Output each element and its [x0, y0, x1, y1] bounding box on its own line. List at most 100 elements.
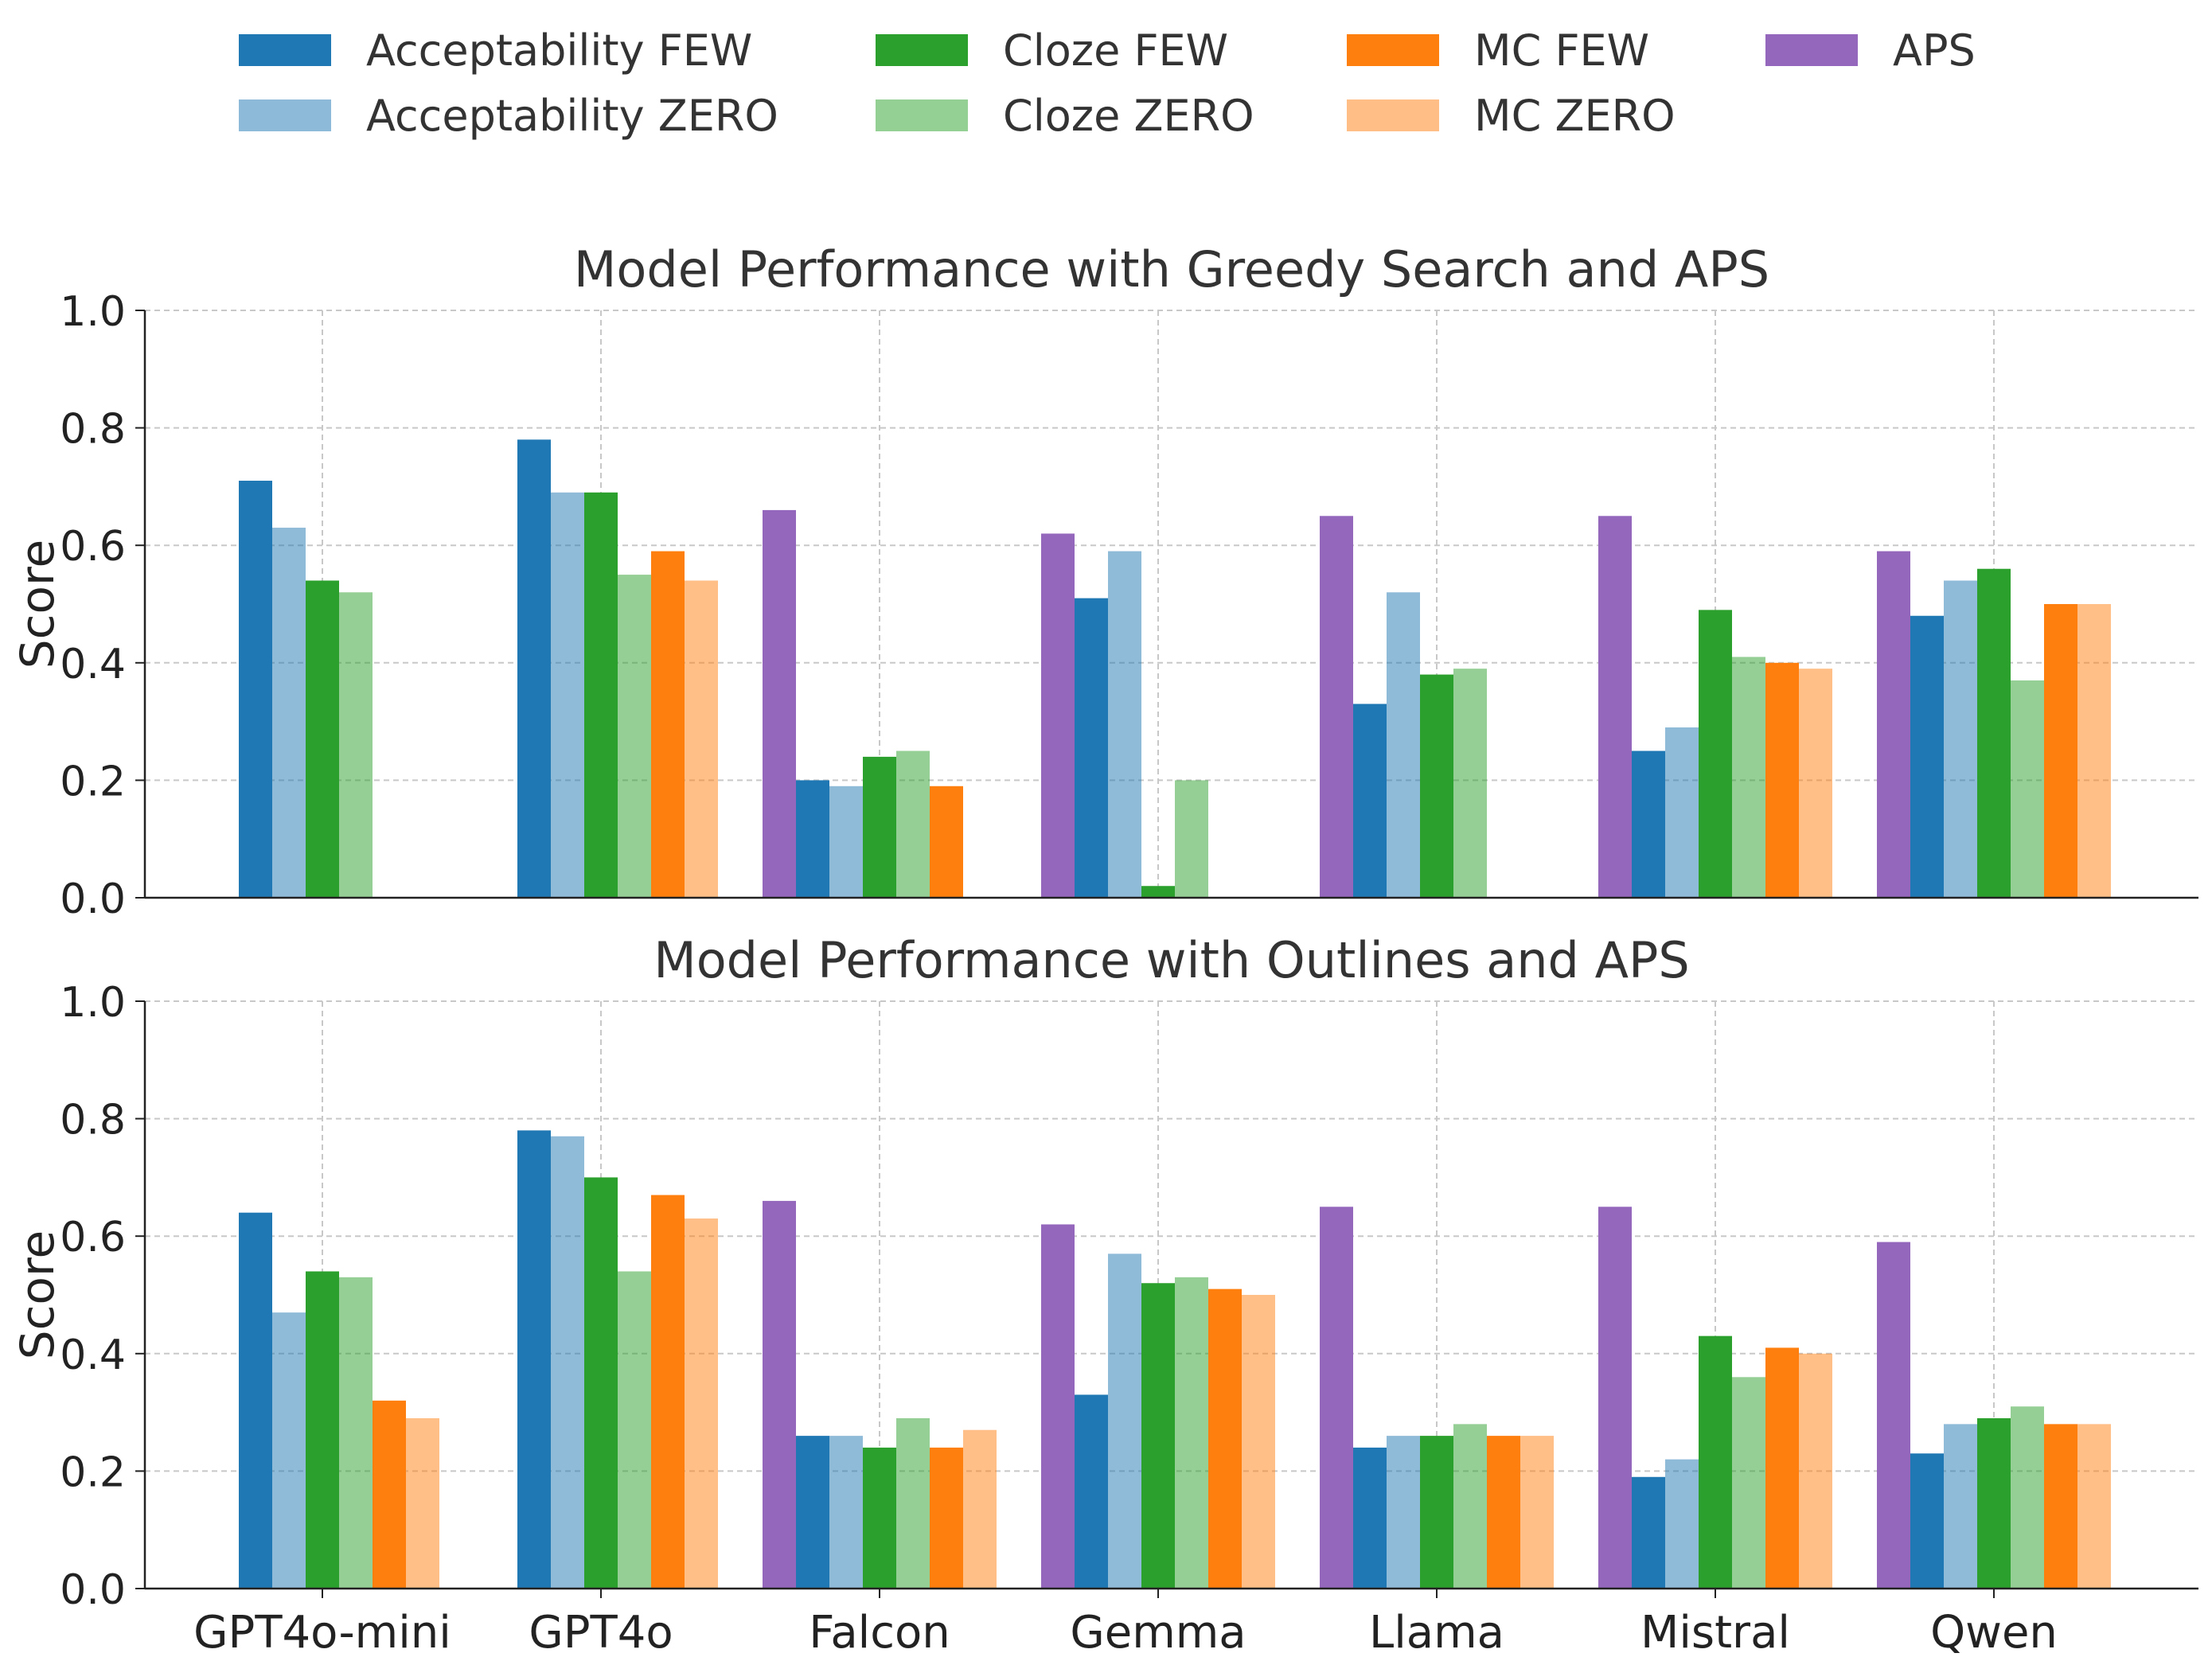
bar-acc_zero-gpt4o [551, 1136, 584, 1589]
bar-cloze_zero-gpt4o [618, 575, 651, 898]
bar-mc_few-mistral [1765, 662, 1799, 898]
bar-aps-llama [1320, 516, 1353, 898]
legend-label: Cloze ZERO [1003, 90, 1254, 141]
legend-item-cloze_zero: Cloze ZERO [876, 90, 1254, 141]
bar-acc_few-gemma [1075, 1394, 1108, 1589]
bar-cloze_few-gpt4o [584, 492, 618, 898]
legend-label: APS [1893, 25, 1976, 76]
y-tick-label: 0.6 [60, 1214, 126, 1261]
bar-acc_zero-gemma [1108, 1253, 1141, 1589]
y-tick-label: 1.0 [60, 288, 126, 336]
bar-acc_zero-falcon [829, 786, 863, 898]
x-tick-label: Falcon [809, 1607, 950, 1657]
bar-cloze_few-gpt4o-mini [306, 1271, 339, 1589]
bar-acc_zero-gpt4o-mini [272, 528, 306, 898]
y-tick-label: 0.2 [60, 758, 126, 805]
bar-mc_few-gpt4o [651, 551, 685, 898]
bar-aps-falcon [763, 1200, 796, 1589]
legend-item-acc_zero: Acceptability ZERO [239, 90, 778, 141]
bar-acc_zero-qwen [1944, 580, 1977, 898]
bar-mc_few-llama [1487, 1436, 1520, 1589]
bar-acc_zero-mistral [1665, 1459, 1699, 1589]
bar-acc_few-gpt4o-mini [239, 481, 272, 898]
bar-cloze_zero-gemma [1175, 780, 1208, 898]
legend-item-aps: APS [1765, 25, 1976, 76]
legend-item-mc_zero: MC ZERO [1347, 90, 1676, 141]
bar-aps-qwen [1877, 1242, 1910, 1589]
bar-cloze_zero-llama [1453, 1424, 1487, 1589]
bar-cloze_few-gpt4o-mini [306, 580, 339, 898]
y-tick-label: 0.4 [60, 1331, 126, 1379]
bar-aps-gemma [1041, 533, 1075, 898]
panel-greedy: 0.0 0.2 0.4 0.6 0.8 1.0 Model Performance with… [10, 240, 2198, 923]
bar-acc_zero-gemma [1108, 551, 1141, 898]
x-tick-label: GPT4o-mini [193, 1607, 451, 1657]
bar-aps-mistral [1598, 516, 1632, 898]
bar-cloze_few-falcon [863, 756, 896, 898]
x-tick-label: Qwen [1930, 1607, 2058, 1657]
bar-mc_few-falcon [930, 1447, 963, 1589]
bar-cloze_few-qwen [1977, 1417, 2011, 1589]
bar-cloze_few-gemma [1141, 1283, 1175, 1589]
y-tick-label: 0.6 [60, 523, 126, 571]
bar-acc_few-llama [1353, 704, 1387, 898]
legend-swatch [239, 34, 331, 66]
y-tick-label: 0.8 [60, 1097, 126, 1144]
bar-cloze_zero-mistral [1732, 1377, 1765, 1589]
bar-mc_zero-qwen [2077, 1424, 2111, 1589]
bar-aps-mistral [1598, 1207, 1632, 1589]
bar-cloze_few-gemma [1141, 886, 1175, 898]
y-tick-label: 0.0 [60, 875, 126, 923]
bar-mc_few-falcon [930, 786, 963, 898]
bar-cloze_few-llama [1420, 674, 1453, 898]
bar-acc_few-mistral [1632, 1476, 1665, 1589]
legend-item-cloze_few: Cloze FEW [876, 25, 1229, 76]
bar-cloze_zero-gemma [1175, 1277, 1208, 1589]
bar-acc_zero-mistral [1665, 727, 1699, 898]
legend-item-mc_few: MC FEW [1347, 25, 1650, 76]
bar-acc_few-gpt4o [517, 1130, 551, 1589]
x-tick-label: Gemma [1070, 1607, 1246, 1657]
bar-aps-gemma [1041, 1224, 1075, 1589]
bar-cloze_zero-qwen [2011, 680, 2044, 898]
legend-label: Cloze FEW [1003, 25, 1229, 76]
legend-label: MC ZERO [1474, 90, 1676, 141]
bar-acc_few-gemma [1075, 598, 1108, 898]
bar-cloze_zero-gpt4o-mini [339, 1277, 373, 1589]
x-tick-label: Llama [1369, 1607, 1504, 1657]
x-tick-label: GPT4o [529, 1607, 673, 1657]
legend-swatch [1347, 34, 1439, 66]
bar-cloze_few-qwen [1977, 568, 2011, 898]
bar-cloze_few-falcon [863, 1447, 896, 1589]
legend-label: MC FEW [1474, 25, 1650, 76]
legend-swatch [1765, 34, 1858, 66]
bar-cloze_zero-gpt4o-mini [339, 592, 373, 898]
bar-acc_zero-llama [1387, 1436, 1420, 1589]
legend-swatch [876, 99, 968, 131]
bar-mc_zero-qwen [2077, 604, 2111, 898]
legend-label: Acceptability FEW [366, 25, 753, 76]
bar-cloze_few-gpt4o [584, 1177, 618, 1589]
bar-mc_zero-gpt4o-mini [406, 1417, 439, 1589]
bar-mc_zero-gemma [1242, 1295, 1275, 1589]
bar-acc_few-qwen [1910, 1453, 1944, 1589]
bar-acc_zero-llama [1387, 592, 1420, 898]
legend-swatch [876, 34, 968, 66]
bar-cloze_zero-qwen [2011, 1406, 2044, 1589]
bar-mc_few-mistral [1765, 1347, 1799, 1589]
bar-acc_few-gpt4o-mini [239, 1212, 272, 1589]
bar-mc_zero-llama [1520, 1436, 1554, 1589]
chart-title: Model Performance with Outlines and APS [653, 931, 1690, 989]
bar-acc_zero-gpt4o-mini [272, 1312, 306, 1589]
legend-swatch [239, 99, 331, 131]
bar-mc_few-gpt4o-mini [373, 1400, 406, 1589]
bar-aps-falcon [763, 509, 796, 898]
bar-cloze_zero-falcon [896, 751, 930, 898]
bar-acc_few-mistral [1632, 751, 1665, 898]
bar-acc_few-falcon [796, 1436, 829, 1589]
legend-label: Acceptability ZERO [366, 90, 778, 141]
bar-cloze_zero-mistral [1732, 657, 1765, 898]
bar-mc_few-gpt4o [651, 1195, 685, 1589]
bar-mc_zero-falcon [963, 1429, 997, 1589]
bar-mc_zero-gpt4o [685, 1218, 718, 1589]
